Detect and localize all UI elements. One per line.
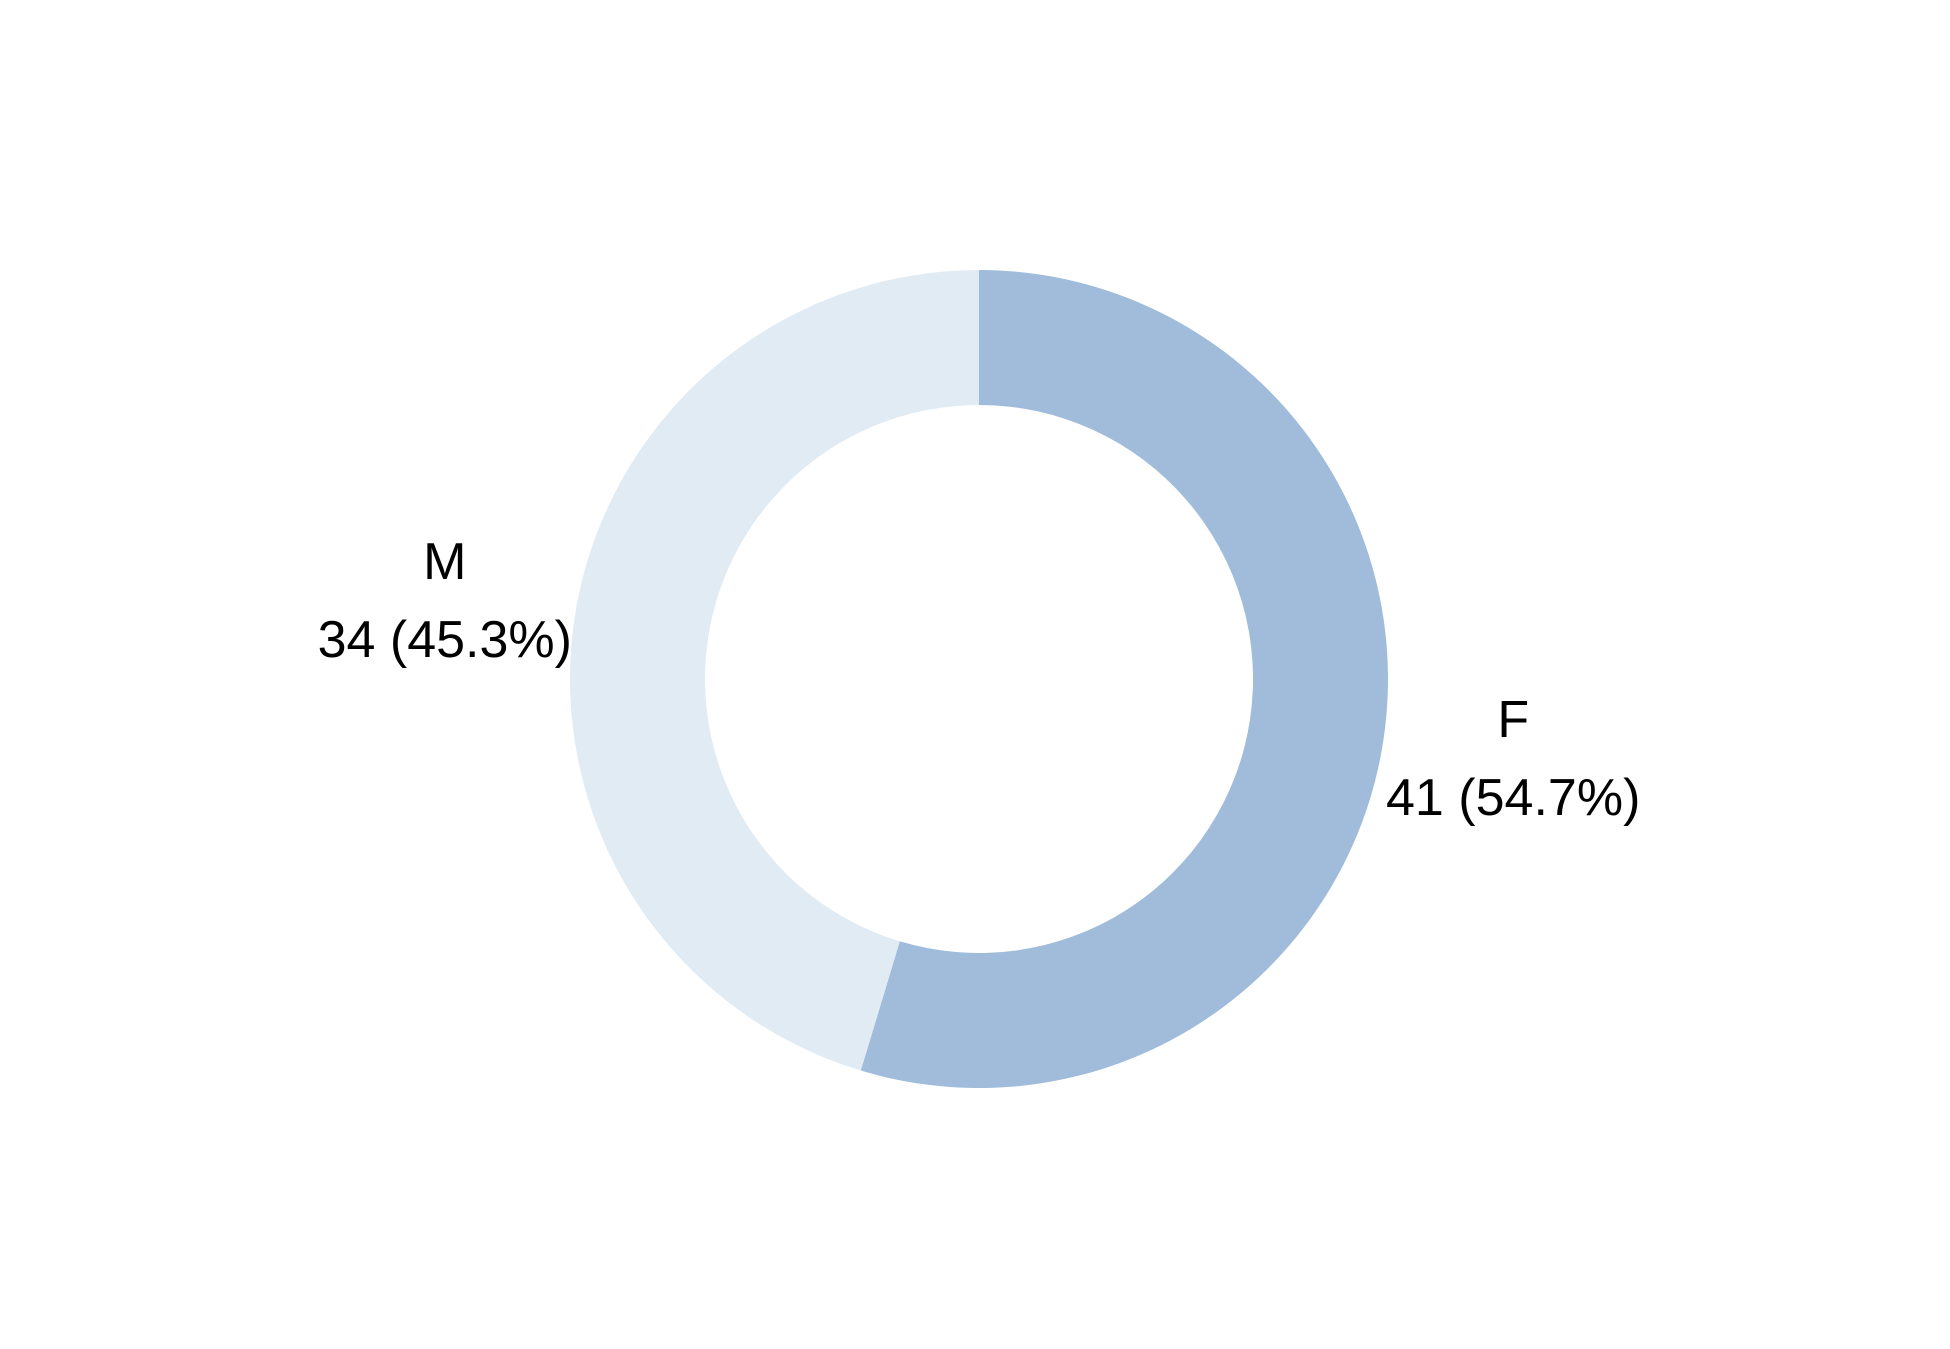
slice-value-label: 41 (54.7%) — [1386, 769, 1640, 827]
slice-f — [860, 270, 1388, 1088]
labels-layer: F 41 (54.7%) M 34 (45.3%) — [318, 533, 1641, 827]
slice-value-label: 34 (45.3%) — [318, 611, 572, 669]
slice-category-label: M — [423, 533, 466, 591]
slice-category-label: F — [1497, 691, 1529, 749]
slices-layer — [569, 270, 1388, 1088]
slice-m — [569, 270, 979, 1071]
